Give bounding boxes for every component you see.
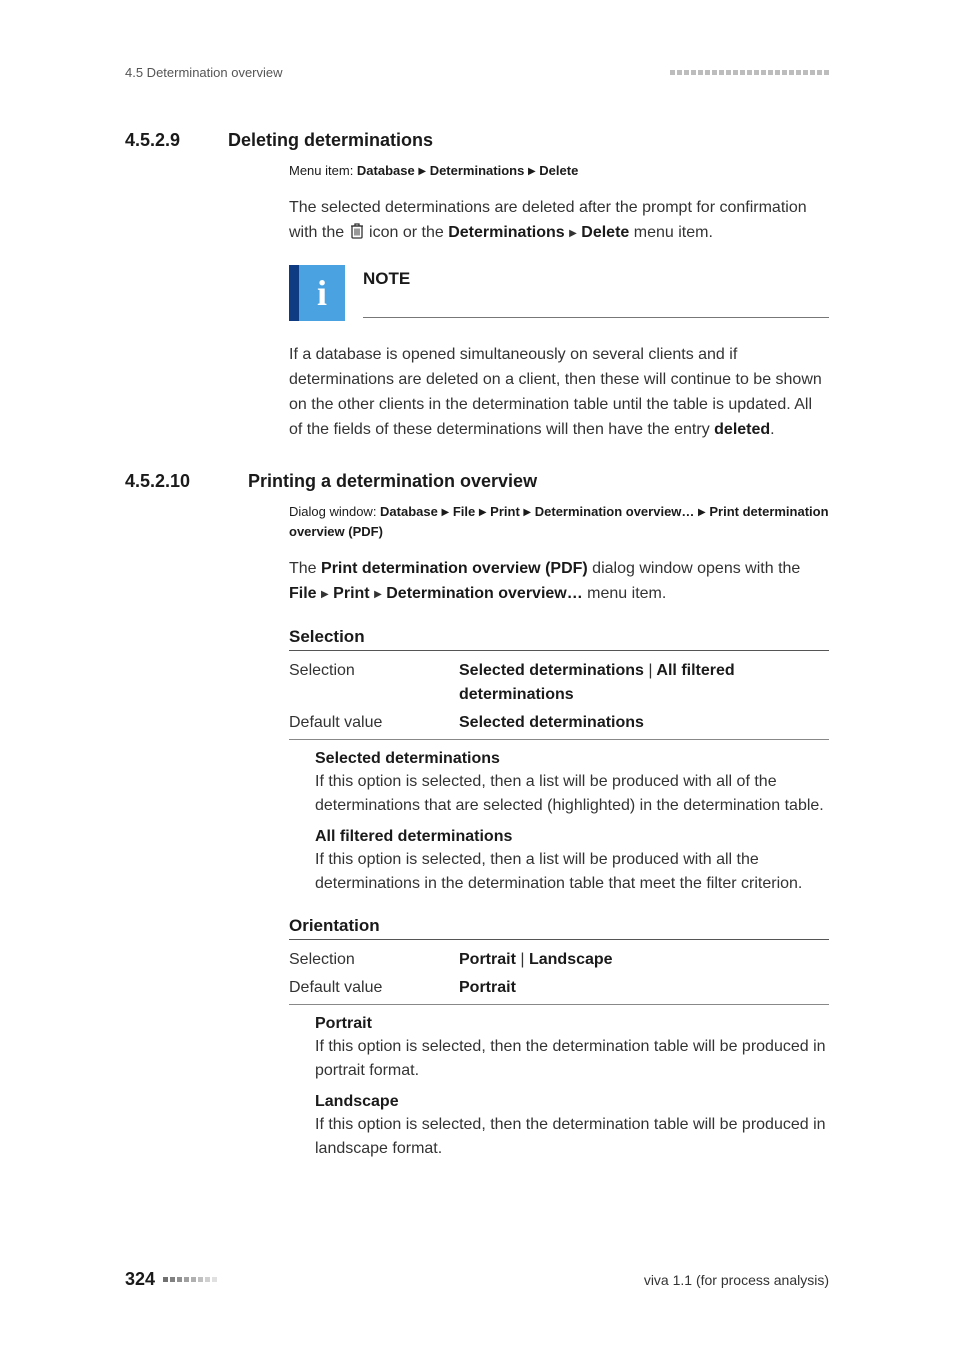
triangle-icon: ▶ (374, 589, 382, 600)
section-title: Printing a determination overview (248, 471, 537, 492)
triangle-icon: ▶ (523, 507, 531, 518)
page-number-block: 324 (125, 1269, 217, 1290)
option-title: Selected determinations (315, 750, 829, 768)
footer-product: viva 1.1 (for process analysis) (644, 1272, 829, 1288)
info-icon: i (289, 265, 345, 321)
option-value: Portrait (459, 976, 516, 1000)
option-label: Selection (289, 659, 459, 707)
option-details: Portrait If this option is selected, the… (315, 1015, 829, 1161)
option-title: Landscape (315, 1093, 829, 1111)
header-section-path: 4.5 Determination overview (125, 65, 283, 80)
page-footer: 324 viva 1.1 (for process analysis) (125, 1269, 829, 1290)
option-description: If this option is selected, then the det… (315, 1035, 829, 1083)
paragraph: The selected determinations are deleted … (289, 196, 829, 246)
option-row: Selection Selected determinations | All … (289, 657, 829, 709)
option-value: Portrait | Landscape (459, 948, 613, 972)
section-title: Deleting determinations (228, 130, 433, 151)
triangle-icon: ▶ (528, 166, 536, 177)
section-number: 4.5.2.9 (125, 130, 200, 151)
page-number: 324 (125, 1269, 155, 1290)
option-description: If this option is selected, then a list … (315, 770, 829, 818)
note-body: If a database is opened simultaneously o… (289, 343, 829, 442)
option-label: Selection (289, 948, 459, 972)
option-title: Portrait (315, 1015, 829, 1033)
section-content: Dialog window: Database ▶ File ▶ Print ▶… (289, 502, 829, 1161)
page-header: 4.5 Determination overview (125, 65, 829, 80)
triangle-icon: ▶ (479, 507, 487, 518)
option-value: Selected determinations | All filtered d… (459, 659, 829, 707)
document-page: 4.5 Determination overview 4.5.2.9 Delet… (0, 0, 954, 1350)
section-heading: 4.5.2.9 Deleting determinations (125, 130, 829, 151)
triangle-icon: ▶ (321, 589, 329, 600)
triangle-icon: ▶ (418, 166, 426, 177)
option-description: If this option is selected, then a list … (315, 848, 829, 896)
option-value: Selected determinations (459, 711, 644, 735)
subsection-heading: Orientation (289, 916, 829, 940)
option-label: Default value (289, 976, 459, 1000)
option-row: Default value Portrait (289, 974, 829, 1005)
option-label: Default value (289, 711, 459, 735)
trash-icon (349, 222, 365, 240)
paragraph: The Print determination overview (PDF) d… (289, 557, 829, 607)
header-decorative-ticks (670, 70, 829, 75)
option-details: Selected determinations If this option i… (315, 750, 829, 896)
subsection-heading: Selection (289, 627, 829, 651)
note-block: i NOTE If a database is opened simultane… (289, 265, 829, 442)
section-number: 4.5.2.10 (125, 471, 220, 492)
section-heading: 4.5.2.10 Printing a determination overvi… (125, 471, 829, 492)
triangle-icon: ▶ (441, 507, 449, 518)
option-row: Selection Portrait | Landscape (289, 946, 829, 974)
dialog-path: Dialog window: Database ▶ File ▶ Print ▶… (289, 502, 829, 544)
option-row: Default value Selected determinations (289, 709, 829, 740)
section-content: Menu item: Database ▶ Determinations ▶ D… (289, 161, 829, 443)
triangle-icon: ▶ (569, 228, 577, 239)
triangle-icon: ▶ (698, 507, 706, 518)
menu-path: Menu item: Database ▶ Determinations ▶ D… (289, 161, 829, 182)
option-description: If this option is selected, then the det… (315, 1113, 829, 1161)
option-title: All filtered determinations (315, 828, 829, 846)
footer-decorative-ticks (163, 1277, 217, 1282)
note-title: NOTE (363, 269, 829, 289)
